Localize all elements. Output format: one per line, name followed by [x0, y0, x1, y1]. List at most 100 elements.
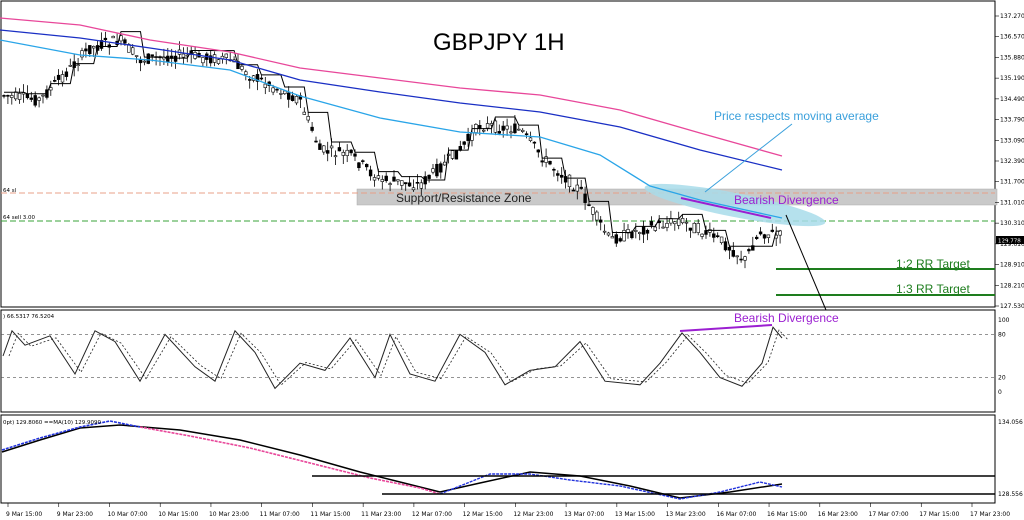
oscillator-main-line [2, 326, 783, 390]
candle-body [403, 182, 408, 185]
candle-body [294, 96, 299, 104]
candle-body [524, 133, 529, 136]
candle-body [653, 226, 658, 231]
price-tick-label: 136.570 [1000, 34, 1024, 41]
candle-body [645, 229, 650, 234]
oscillator-header: ) 66.5317 76.5204 [3, 314, 55, 320]
candle-body [559, 174, 564, 178]
candle-body [146, 53, 150, 64]
candle-body [704, 230, 708, 235]
candle-body [224, 53, 228, 58]
candle-body [427, 174, 431, 179]
divergence-pointer [785, 214, 827, 311]
oscillator-tick-label: 20 [998, 375, 1006, 382]
candle-body [240, 65, 244, 70]
time-tick-label: 11 Mar 15:00 [310, 511, 350, 518]
candle-body [60, 74, 65, 83]
lower-panel-header: 0pt) 129.8060 ==MA(10) 129.9090 [3, 420, 102, 426]
candle-body [376, 175, 381, 179]
candle-body [271, 87, 275, 93]
candle-body [571, 189, 576, 192]
candle-body [364, 163, 369, 168]
candle-body [528, 137, 533, 141]
time-tick-label: 16 Mar 15:00 [767, 511, 807, 518]
price-tick-label: 132.390 [1000, 158, 1024, 165]
time-tick-label: 12 Mar 07:00 [412, 511, 452, 518]
candle-body [442, 161, 447, 166]
price-tick-label: 135.190 [1000, 75, 1024, 82]
price-tick-label: 129.610 [1000, 241, 1024, 248]
price-panel-frame [0, 0, 996, 308]
price-tick-label: 137.270 [1000, 13, 1024, 20]
candle-body [575, 184, 580, 192]
candle-body [357, 162, 361, 169]
candle-body [591, 207, 595, 215]
time-tick-label: 13 Mar 23:00 [666, 511, 706, 518]
candle-body [641, 226, 646, 235]
candle-body [49, 87, 53, 91]
price-tick-label: 135.880 [1000, 54, 1024, 61]
lower-pink-segment [139, 426, 441, 495]
stop-level-label: 64 sl [3, 188, 17, 194]
candle-body [400, 180, 404, 186]
candle-body [478, 125, 482, 129]
candle-body [88, 45, 92, 54]
ma-light-line [0, 39, 783, 219]
lower-indicator-group [1, 420, 995, 500]
candle-body [579, 186, 583, 189]
candle-body [142, 60, 147, 63]
candle-body [33, 95, 37, 106]
candle-body [700, 233, 704, 237]
candle-body [485, 123, 490, 129]
candle-body [556, 173, 560, 176]
candle-body [216, 59, 221, 64]
candle-body [372, 177, 377, 181]
candle-body [454, 150, 459, 160]
candle-body [275, 88, 279, 91]
candle-body [446, 153, 451, 156]
candle-body [37, 97, 41, 101]
candle-body [758, 231, 763, 235]
candle-body [602, 230, 607, 233]
candle-body [131, 47, 135, 55]
candle-body [353, 153, 357, 157]
time-tick-label: 17 Mar 15:00 [919, 511, 959, 518]
candle-body [747, 249, 751, 252]
candle-body [76, 64, 80, 67]
candle-body [770, 229, 775, 232]
candle-body [56, 74, 61, 80]
candle-body [411, 187, 416, 191]
candle-body [513, 123, 517, 134]
entry-level-label: 64 sell 3.00 [3, 215, 36, 221]
candle-body [92, 46, 96, 49]
candle-body [622, 229, 626, 242]
price-tick-label: 131.010 [1000, 199, 1024, 206]
candle-body [548, 160, 552, 165]
candle-body [322, 145, 326, 153]
current-price-box [996, 236, 1024, 244]
time-tick-label: 9 Mar 23:00 [57, 511, 93, 518]
candle-body [349, 149, 353, 154]
candle-body [544, 156, 548, 163]
price-divergence-line [680, 197, 772, 219]
candle-body [614, 234, 619, 244]
price-tick-label: 128.210 [1000, 282, 1024, 289]
candle-body [388, 183, 392, 185]
lower-ma-line [1, 424, 783, 499]
time-tick-label: 12 Mar 15:00 [463, 511, 503, 518]
candle-body [435, 163, 439, 177]
candle-body [302, 111, 306, 115]
axes-group: 137.270 136.570 135.880 135.190 134.490 133.7… [1, 13, 1024, 518]
candle-body [505, 125, 509, 130]
price-tick-label: 133.790 [1000, 117, 1024, 124]
candle-body [536, 149, 541, 153]
candle-body [80, 50, 84, 58]
candle-body [466, 133, 470, 141]
candle-body [540, 160, 544, 163]
candle-body [649, 221, 654, 226]
candle-body [661, 226, 665, 229]
ma-note-pointer [704, 123, 793, 193]
candle-body [290, 95, 295, 101]
candle-body [25, 93, 30, 99]
oscillator-signal-line [8, 329, 789, 386]
